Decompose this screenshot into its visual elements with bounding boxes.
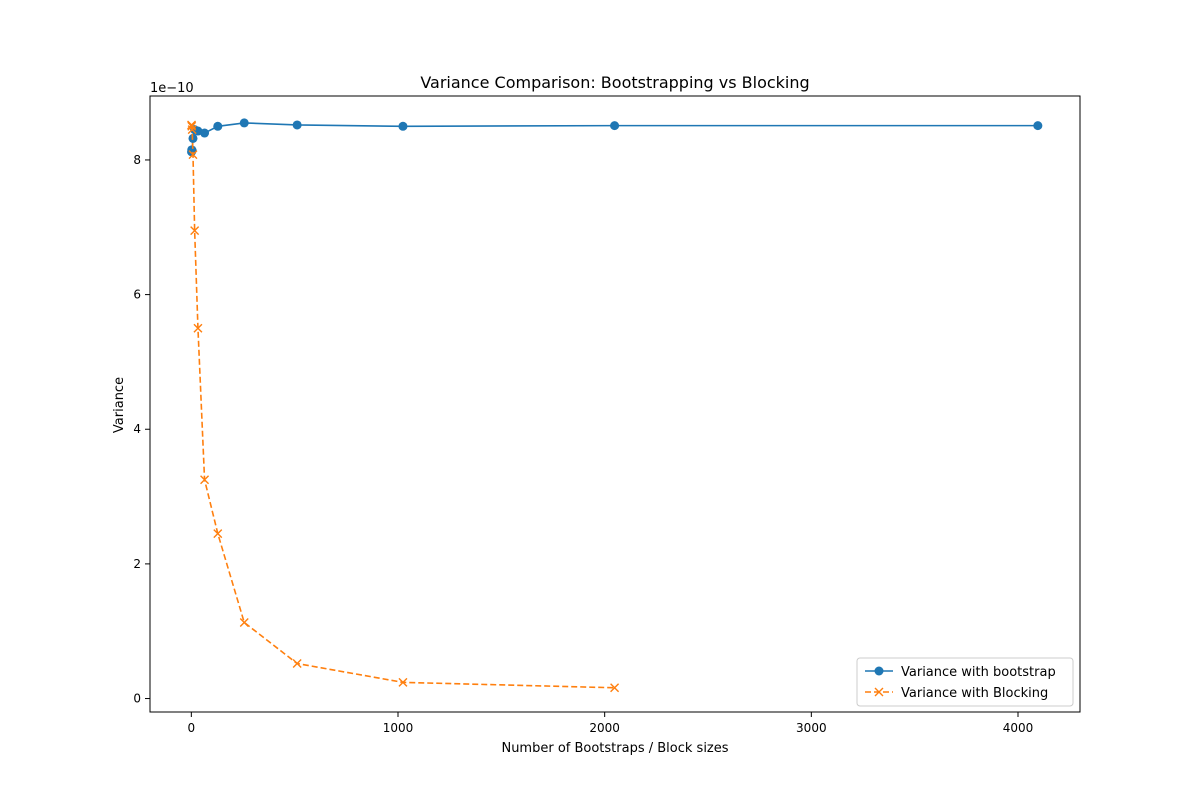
x-axis-label: Number of Bootstraps / Block sizes	[501, 741, 728, 756]
legend-label: Variance with bootstrap	[901, 665, 1056, 680]
legend-marker	[874, 666, 884, 676]
data-point	[610, 121, 620, 131]
data-point	[187, 121, 197, 131]
data-point	[190, 226, 200, 236]
data-point	[213, 121, 223, 131]
legend-marker	[874, 687, 884, 697]
data-point	[193, 323, 203, 333]
y-tick-label: 8	[133, 153, 141, 167]
data-point	[187, 125, 197, 135]
y-tick-label: 0	[133, 692, 141, 706]
y-axis-label: Variance	[112, 377, 127, 433]
data-point	[200, 128, 210, 138]
series-blocking	[187, 120, 620, 693]
legend-label: Variance with Blocking	[901, 686, 1048, 701]
x-tick-label: 3000	[796, 721, 827, 735]
data-point	[188, 150, 198, 160]
data-point	[239, 617, 249, 627]
data-point	[398, 677, 408, 687]
series-bootstrap	[187, 118, 1043, 157]
data-point	[239, 118, 249, 128]
legend: Variance with bootstrap Variance with Blo…	[856, 657, 1074, 707]
data-point	[292, 659, 302, 669]
data-point	[292, 120, 302, 130]
plot-frame	[149, 95, 1081, 713]
data-point	[200, 475, 210, 485]
data-point	[398, 121, 408, 131]
x-tick-label: 4000	[1003, 721, 1034, 735]
x-axis: 0 1000 2000 3000 4000	[188, 712, 1034, 735]
data-point	[213, 529, 223, 539]
x-tick-label: 0	[188, 721, 196, 735]
y-tick-label: 4	[133, 422, 141, 436]
series-layer	[187, 118, 1043, 693]
data-point	[1033, 121, 1043, 131]
x-tick-label: 2000	[589, 721, 620, 735]
chart-title: Variance Comparison: Bootstrapping vs Bl…	[420, 73, 809, 92]
y-offset-label: 1e−10	[150, 81, 194, 96]
y-axis: 0 2 4 6 8	[133, 153, 150, 706]
data-point	[610, 683, 620, 693]
y-tick-label: 6	[133, 288, 141, 302]
x-tick-label: 1000	[383, 721, 414, 735]
legend-box	[856, 657, 1074, 707]
y-tick-label: 2	[133, 557, 141, 571]
